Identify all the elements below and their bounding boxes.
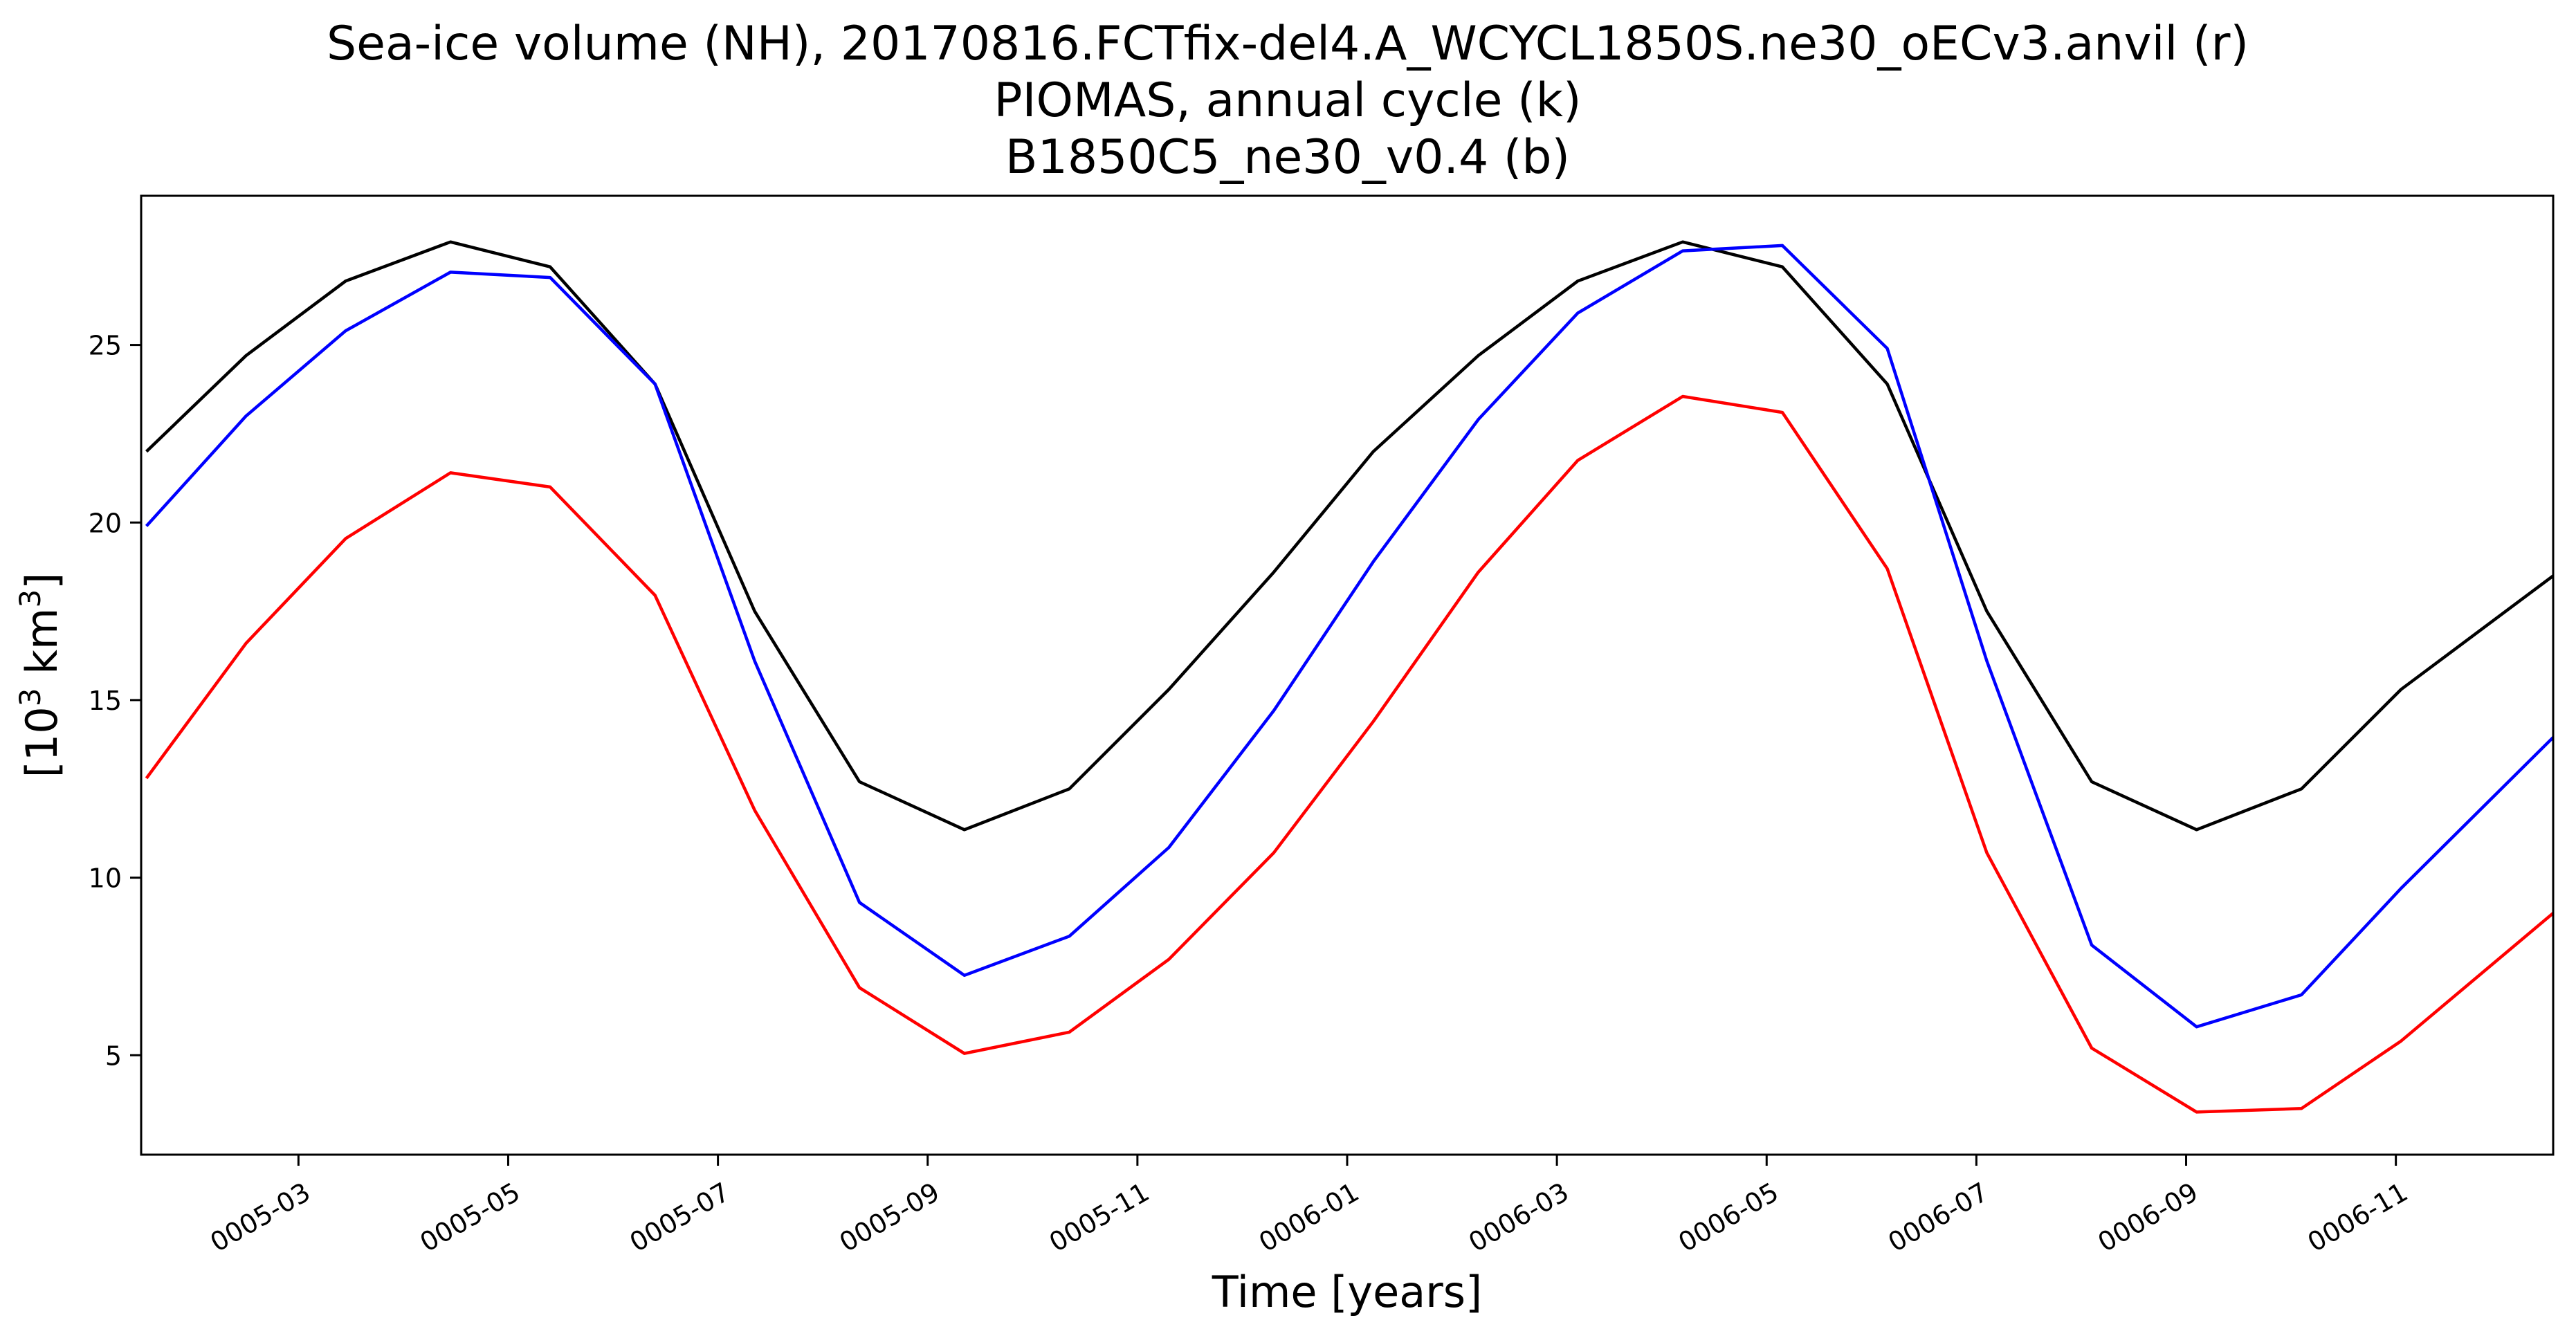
y-axis: 5 10 15 20 25 [89, 331, 141, 1071]
y-axis-label-exponent: 3 [13, 688, 47, 707]
y-tick-label: 25 [89, 331, 122, 361]
plot-series [145, 240, 2555, 1114]
x-tick-label: 0005-09 [834, 1177, 945, 1258]
x-axis: 0005-03 0005-05 0005-07 0005-09 0005-11 0006-… [205, 1155, 2413, 1258]
y-axis-label-unit: km [17, 608, 67, 688]
x-tick-label: 0006-07 [1883, 1177, 1993, 1258]
x-tick-label: 0006-09 [2093, 1177, 2204, 1258]
series-line-3 [145, 394, 2555, 1114]
y-tick-label: 15 [89, 686, 122, 716]
series-line-2 [145, 244, 2555, 1029]
x-tick-label: 0006-11 [2303, 1177, 2413, 1258]
x-tick-label: 0005-11 [1044, 1177, 1155, 1258]
chart-title-line-1: Sea-ice volume (NH), 20170816.FCTfix-del… [327, 17, 2249, 71]
chart-title-line-2: PIOMAS, annual cycle (k) [994, 73, 1581, 128]
series-line-1 [145, 240, 2555, 832]
x-tick-label: 0005-03 [205, 1177, 316, 1258]
chart-title-line-3: B1850C5_ne30_v0.4 (b) [1005, 130, 1570, 185]
y-axis-label-prefix: [10 [17, 706, 67, 778]
x-tick-label: 0006-01 [1254, 1177, 1364, 1258]
x-tick-label: 0005-05 [414, 1177, 525, 1258]
x-tick-label: 0006-05 [1673, 1177, 1784, 1258]
y-axis-label-unit-exponent: 3 [13, 589, 47, 608]
x-tick-label: 0006-03 [1463, 1177, 1574, 1258]
y-tick-label: 5 [105, 1041, 122, 1071]
y-tick-label: 10 [89, 863, 122, 894]
y-axis-label-close: ] [17, 573, 67, 589]
y-axis-label: [103 km3] [13, 573, 68, 778]
y-tick-label: 20 [89, 508, 122, 538]
chart-title: Sea-ice volume (NH), 20170816.FCTfix-del… [327, 17, 2249, 185]
x-tick-label: 0005-07 [625, 1177, 736, 1258]
plot-area-frame [140, 194, 2555, 1156]
x-axis-label: Time [years] [1212, 1267, 1482, 1317]
